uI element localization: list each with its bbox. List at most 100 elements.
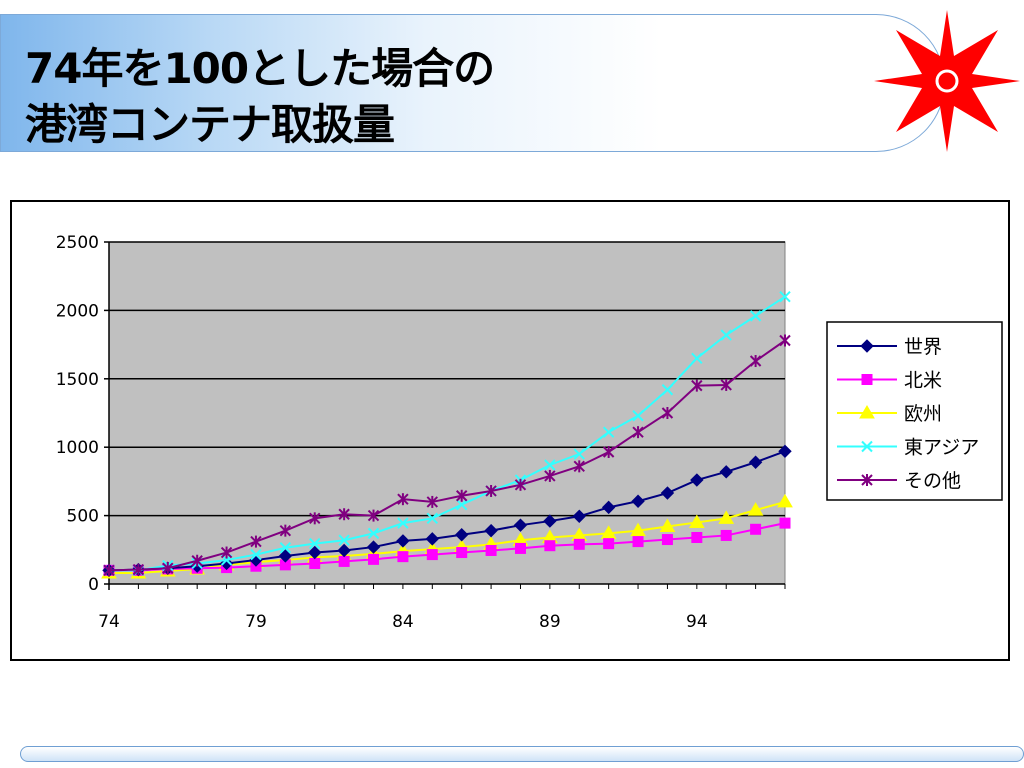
data-point bbox=[250, 535, 262, 548]
data-point bbox=[779, 517, 791, 529]
data-point bbox=[661, 384, 674, 396]
data-point bbox=[455, 489, 468, 502]
legend-marker bbox=[861, 374, 873, 385]
data-point bbox=[279, 524, 292, 537]
legend-marker bbox=[861, 474, 873, 486]
data-point bbox=[603, 538, 615, 550]
legend-marker bbox=[861, 440, 873, 453]
data-point bbox=[720, 378, 732, 391]
data-point bbox=[544, 469, 556, 482]
data-point bbox=[602, 426, 615, 438]
data-point bbox=[368, 553, 380, 565]
data-point bbox=[278, 549, 293, 563]
data-point bbox=[661, 534, 673, 546]
x-tick-label: 74 bbox=[98, 612, 120, 632]
data-point bbox=[779, 291, 791, 303]
data-point bbox=[513, 518, 528, 532]
title-banner: 74年を100とした場合の 港湾コンテナ取扱量 bbox=[0, 14, 945, 152]
data-point bbox=[748, 455, 763, 469]
data-point bbox=[279, 542, 292, 554]
legend-item: 世界 bbox=[837, 336, 942, 358]
data-point bbox=[718, 510, 735, 524]
data-point bbox=[543, 514, 557, 528]
series-line bbox=[109, 295, 786, 572]
data-point bbox=[573, 460, 585, 473]
data-point bbox=[366, 540, 381, 554]
slide-title-line-1: 74年を100とした場合の bbox=[25, 44, 495, 93]
data-point bbox=[397, 493, 409, 506]
data-point bbox=[455, 498, 468, 511]
y-tick-label: 0 bbox=[88, 575, 99, 595]
compass-logo-icon bbox=[874, 10, 1020, 152]
legend-label: 東アジア bbox=[904, 437, 979, 459]
data-point bbox=[162, 562, 174, 575]
data-point bbox=[573, 448, 585, 460]
data-point bbox=[661, 407, 674, 419]
plot-area bbox=[108, 241, 786, 585]
data-point bbox=[309, 557, 321, 569]
legend-marker bbox=[859, 405, 875, 419]
legend-label: 欧州 bbox=[904, 403, 942, 425]
series-1 bbox=[102, 444, 792, 578]
data-point bbox=[367, 527, 380, 540]
data-point bbox=[691, 379, 703, 392]
series-5 bbox=[103, 334, 791, 577]
data-point bbox=[778, 444, 792, 459]
data-point bbox=[720, 529, 732, 541]
data-point bbox=[426, 549, 438, 561]
data-point bbox=[544, 459, 556, 471]
data-point bbox=[572, 509, 586, 523]
legend-box bbox=[826, 321, 1003, 501]
data-point bbox=[514, 542, 526, 554]
data-point bbox=[630, 522, 646, 537]
data-point bbox=[103, 564, 115, 577]
y-tick-label: 1500 bbox=[56, 370, 99, 390]
data-point bbox=[426, 512, 439, 525]
data-point bbox=[632, 426, 644, 439]
data-point bbox=[367, 509, 380, 522]
legend-label: その他 bbox=[904, 470, 961, 492]
y-tick-label: 500 bbox=[67, 507, 99, 527]
y-tick-label: 1000 bbox=[56, 438, 99, 458]
data-point bbox=[425, 532, 440, 546]
data-point bbox=[659, 518, 676, 533]
legend-marker bbox=[860, 339, 874, 353]
data-point bbox=[720, 329, 732, 341]
data-point bbox=[691, 531, 703, 543]
data-point bbox=[309, 512, 321, 525]
data-point bbox=[777, 493, 793, 508]
data-point bbox=[338, 508, 350, 521]
data-point bbox=[514, 478, 527, 491]
legend-item: 欧州 bbox=[837, 403, 942, 425]
y-tick-label: 2500 bbox=[56, 233, 99, 253]
data-point bbox=[191, 554, 203, 567]
data-point bbox=[631, 494, 645, 508]
data-point bbox=[484, 523, 498, 538]
y-tick-label: 2000 bbox=[56, 301, 99, 321]
data-point bbox=[132, 563, 145, 576]
data-point bbox=[750, 523, 762, 535]
data-point bbox=[454, 528, 469, 542]
data-point bbox=[485, 484, 497, 497]
x-tick-label: 89 bbox=[539, 612, 561, 632]
data-point bbox=[719, 465, 733, 479]
data-point bbox=[456, 547, 468, 559]
data-point bbox=[779, 334, 791, 347]
data-point bbox=[602, 445, 615, 458]
data-point bbox=[337, 543, 351, 558]
data-point bbox=[426, 495, 439, 508]
legend-label: 北米 bbox=[904, 370, 942, 392]
x-tick-label: 94 bbox=[686, 612, 708, 632]
data-point bbox=[690, 473, 704, 487]
legend-item: 北米 bbox=[837, 370, 942, 392]
data-point bbox=[309, 537, 321, 550]
data-point bbox=[544, 540, 556, 552]
chart-frame: 0 500 1000 1500 2000 2500 74 79 84 89 94 世界 北米 欧州 東アジア… bbox=[10, 200, 1010, 661]
data-point bbox=[632, 536, 644, 548]
data-point bbox=[485, 544, 497, 556]
data-point bbox=[749, 355, 762, 368]
data-point bbox=[397, 551, 409, 563]
legend-item: 東アジア bbox=[837, 437, 979, 459]
data-point bbox=[338, 534, 350, 546]
